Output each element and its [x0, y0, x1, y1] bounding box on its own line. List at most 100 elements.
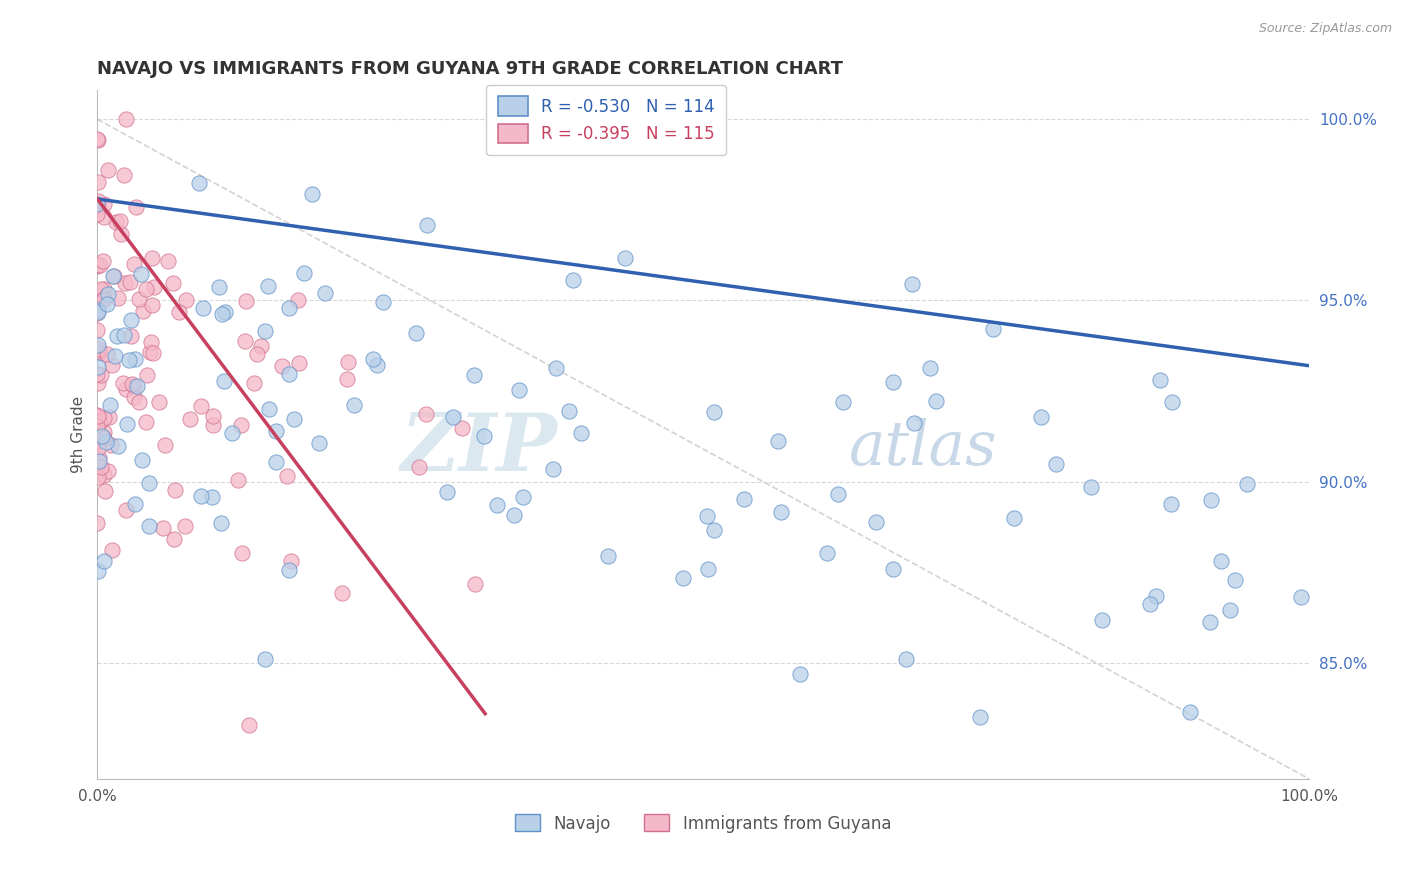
Point [903, 416, 925, 430]
Point [330, 585, 353, 599]
Point [86, 434, 108, 449]
Text: ZIP: ZIP [401, 409, 558, 487]
Point [173, 519, 195, 533]
Point [93, 197, 115, 211]
Point [277, 368, 299, 382]
Point [120, 275, 142, 289]
Text: Source: ZipAtlas.com: Source: ZipAtlas.com [1258, 22, 1392, 36]
Point [246, 346, 269, 360]
Point [249, 339, 271, 353]
Point [121, 376, 143, 391]
Point [115, 112, 138, 127]
Point [1219, 603, 1241, 617]
Point [89, 342, 111, 356]
Point [124, 352, 146, 367]
Point [155, 438, 177, 452]
Point [486, 498, 509, 512]
Point [562, 273, 585, 287]
Point [1139, 597, 1161, 611]
Point [86, 258, 108, 272]
Point [122, 256, 145, 270]
Point [613, 251, 636, 265]
Point [143, 280, 166, 294]
Point [100, 437, 122, 451]
Point [135, 282, 157, 296]
Text: NAVAJO VS IMMIGRANTS FROM GUYANA 9TH GRADE CORRELATION CHART: NAVAJO VS IMMIGRANTS FROM GUYANA 9TH GRA… [97, 60, 844, 78]
Point [125, 379, 148, 393]
Point [118, 353, 141, 368]
Point [190, 399, 212, 413]
Point [107, 439, 129, 453]
Point [264, 424, 287, 438]
Point [882, 375, 904, 389]
Point [108, 214, 131, 228]
Point [672, 571, 695, 585]
Point [202, 409, 225, 423]
Point [233, 334, 256, 349]
Point [179, 412, 201, 426]
Point [93, 468, 115, 483]
Point [86, 434, 108, 448]
Point [86, 305, 108, 319]
Point [766, 434, 789, 448]
Point [87, 564, 110, 578]
Point [107, 291, 129, 305]
Point [87, 302, 110, 317]
Point [110, 227, 132, 241]
Point [1149, 374, 1171, 388]
Point [128, 395, 150, 409]
Point [86, 132, 108, 146]
Point [443, 410, 465, 425]
Point [91, 253, 114, 268]
Point [91, 428, 114, 442]
Point [87, 359, 110, 374]
Point [256, 279, 278, 293]
Point [167, 305, 190, 319]
Point [105, 328, 128, 343]
Point [112, 328, 135, 343]
Point [86, 175, 108, 189]
Point [115, 417, 138, 432]
Point [90, 293, 112, 308]
Point [93, 210, 115, 224]
Point [87, 200, 110, 214]
Point [96, 297, 118, 311]
Point [1178, 705, 1201, 719]
Point [231, 417, 253, 432]
Point [136, 368, 159, 382]
Point [1091, 613, 1114, 627]
Point [87, 450, 110, 465]
Point [87, 194, 110, 208]
Point [336, 354, 359, 368]
Point [508, 384, 530, 398]
Point [308, 436, 330, 450]
Point [969, 710, 991, 724]
Point [1199, 615, 1222, 629]
Point [174, 293, 197, 307]
Point [865, 515, 887, 529]
Point [86, 458, 108, 472]
Legend: Navajo, Immigrants from Guyana: Navajo, Immigrants from Guyana [516, 814, 891, 832]
Point [436, 485, 458, 500]
Point [120, 328, 142, 343]
Point [93, 431, 115, 445]
Point [925, 394, 948, 409]
Point [703, 524, 725, 538]
Point [463, 368, 485, 382]
Point [832, 395, 855, 409]
Point [111, 376, 134, 391]
Point [586, 112, 609, 127]
Point [221, 426, 243, 441]
Point [87, 338, 110, 352]
Point [87, 133, 110, 147]
Point [112, 168, 135, 182]
Point [901, 277, 924, 292]
Point [789, 666, 811, 681]
Point [1031, 409, 1053, 424]
Point [138, 518, 160, 533]
Point [115, 503, 138, 517]
Point [191, 301, 214, 315]
Point [361, 352, 384, 367]
Point [163, 483, 186, 497]
Point [87, 409, 110, 423]
